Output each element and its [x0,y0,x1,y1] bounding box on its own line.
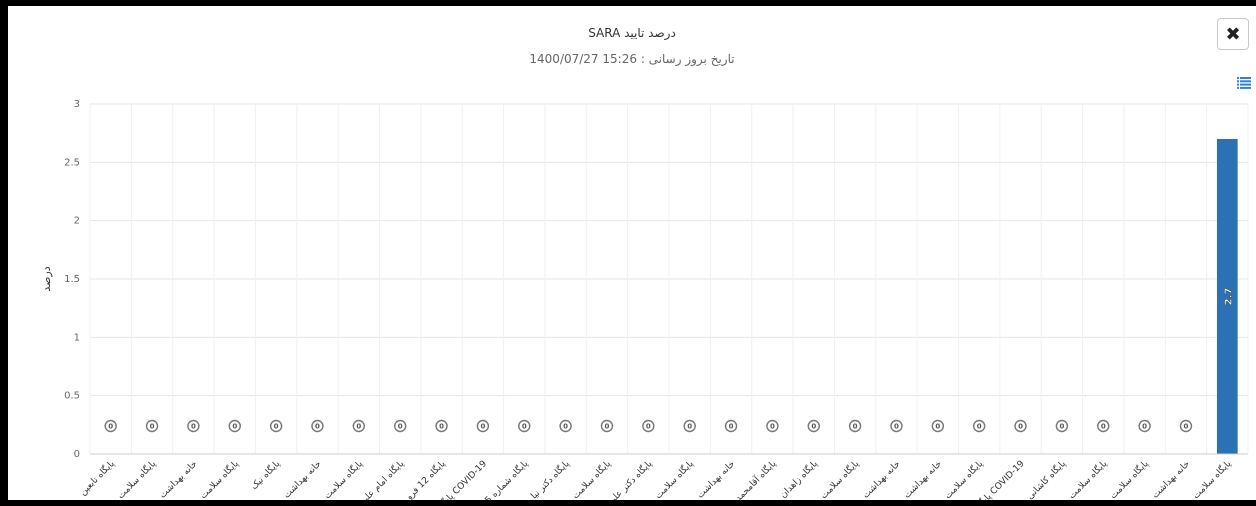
y-tick-label: 0.5 [64,391,80,402]
x-tick-label: پایگاه سلامت [570,457,614,500]
zero-value-marker [435,419,448,433]
zero-value-marker [931,419,945,433]
chart-title: درصد تایید SARA [588,26,676,40]
zero-value-marker [972,419,986,433]
zero-value-marker [352,419,366,433]
y-axis-label: درصد [40,266,53,291]
zero-value-marker [683,419,696,433]
x-tick-label: پایگاه سلامت [1066,457,1110,500]
x-tick-label: پایگاه سلامت [942,457,986,500]
chart-subtitle: تاریخ بروز رسانی : 15:26 1400/07/27 [529,52,735,66]
bar-data-label: 0 [522,423,527,431]
bar-data-label: 0 [1059,423,1064,431]
x-tick-label: پایگاه سلامت [652,457,696,500]
x-tick-label: پایگاه سلامت [115,457,159,500]
bar-data-label: 0 [1018,423,1023,431]
zero-value-marker [518,419,531,433]
bar-data-label: 0 [894,423,899,431]
zero-value-marker [228,419,241,433]
x-tick-label: خانه بهداشت [902,459,944,500]
zero-value-marker [1097,419,1110,433]
x-tick-label: خانه بهداشت [861,459,903,500]
zero-value-marker [269,419,283,433]
zero-value-marker [311,419,324,433]
zero-value-marker [848,419,862,433]
y-tick-label: 2 [74,216,80,227]
bar-data-label: 0 [935,423,940,431]
close-icon: ✖ [1225,23,1241,45]
y-tick-label: 0 [74,449,80,460]
zero-value-marker [807,419,820,433]
x-tick-label: پایگاه دکتر نیا [528,457,572,500]
bar-data-label: 0 [1101,423,1106,431]
x-tick-label: پایگاه امام علی [357,457,406,500]
zero-value-marker [1138,419,1151,433]
bar-data-label: 0 [770,423,775,431]
bar-data-label: 0 [356,423,361,431]
bar-data-label: 0 [439,423,444,431]
bar-data-label: 0 [646,423,651,431]
x-tick-label: پایگاه سلامت [1190,457,1234,500]
x-tick-label: پایگاه شماره 5 [482,457,531,500]
x-tick-label: خانه بهداشت [1151,459,1193,500]
x-tick-label: پایگاه 12 فرو [402,457,448,500]
x-tick-label: خانه بهداشت [282,459,324,500]
bar-data-label: 0 [1142,423,1147,431]
zero-value-marker [766,419,779,433]
y-tick-label: 2.5 [64,157,80,168]
zero-value-marker [559,419,572,433]
zero-value-marker [145,419,159,433]
x-tick-label: پایگاه سلامت [1107,457,1151,500]
x-tick-label: پایگاه سلامت [818,457,862,500]
y-tick-label: 1.5 [64,274,80,285]
zero-value-marker [1014,419,1027,433]
bar-data-label: 0 [232,423,237,431]
zero-value-marker [393,419,407,433]
bar-data-label: 0 [150,423,155,431]
x-tick-label: پایگاه آقامحمد [732,457,778,500]
x-tick-label: خانه بهداشت [158,459,200,500]
y-tick-label: 1 [74,332,80,343]
bar-data-label: 0 [398,423,403,431]
zero-value-marker [600,419,614,433]
bar-data-label: 0 [315,423,320,431]
zero-value-marker [642,419,655,433]
zero-value-marker [724,419,738,433]
x-tick-label: پایگاه سلامت [321,457,365,500]
bar-data-label: 0 [729,423,734,431]
x-tick-label: پایگاه کاشانی [1024,457,1068,500]
zero-value-marker [187,419,200,433]
bar-data-label: 0 [108,423,113,431]
zero-value-marker [476,419,490,433]
zero-value-marker [1179,419,1193,433]
bar-data-label: 0 [977,423,982,431]
bar-data-label: 2.7 [1223,288,1234,306]
zero-value-marker [104,419,117,433]
x-tick-label: پایگاه نیک [248,457,283,492]
x-tick-label: خانه بهداشت [696,459,738,500]
bar-data-label: 0 [191,423,196,431]
y-tick-label: 3 [74,99,80,110]
bar-data-label: 0 [687,423,692,431]
bar-data-label: 0 [811,423,816,431]
x-tick-label: پایگاه تابعین [77,457,117,497]
zero-value-marker [1055,419,1069,433]
menu-icon[interactable] [1237,74,1251,93]
bar[interactable] [1216,139,1238,454]
x-tick-label: پایگاه دکتر علی [605,457,655,500]
bar-data-label: 0 [605,423,610,431]
close-button[interactable]: ✖ [1217,18,1249,50]
zero-value-marker [890,419,903,433]
bar-data-label: 0 [480,423,485,431]
bar-data-label: 0 [853,423,858,431]
bar-data-label: 0 [1184,423,1189,431]
bar-data-label: 0 [563,423,568,431]
chart-panel: ✖ درصد تایید SARA تاریخ بروز رسانی : 15:… [8,6,1256,500]
bar-data-label: 0 [274,423,279,431]
x-tick-label: پایگاه زاهدان [777,457,820,500]
x-tick-label: پایگاه سلامت [197,457,241,500]
